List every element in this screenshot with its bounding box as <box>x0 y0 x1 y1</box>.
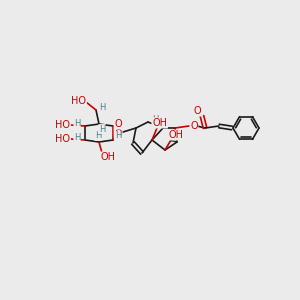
Text: OH: OH <box>100 152 116 162</box>
Text: O: O <box>190 121 198 131</box>
Text: H: H <box>74 134 80 142</box>
Text: O: O <box>114 119 122 129</box>
Text: HO: HO <box>56 120 70 130</box>
Text: H: H <box>99 124 105 134</box>
Text: O: O <box>114 129 122 139</box>
Text: O: O <box>193 106 201 116</box>
Text: OH: OH <box>169 130 184 140</box>
Text: H: H <box>152 116 158 124</box>
Text: OH: OH <box>152 118 167 128</box>
Text: H: H <box>95 131 101 140</box>
Text: H: H <box>74 119 80 128</box>
Text: HO: HO <box>71 96 86 106</box>
Text: H: H <box>99 103 105 112</box>
Text: HO: HO <box>56 134 70 144</box>
Text: H: H <box>115 131 121 140</box>
